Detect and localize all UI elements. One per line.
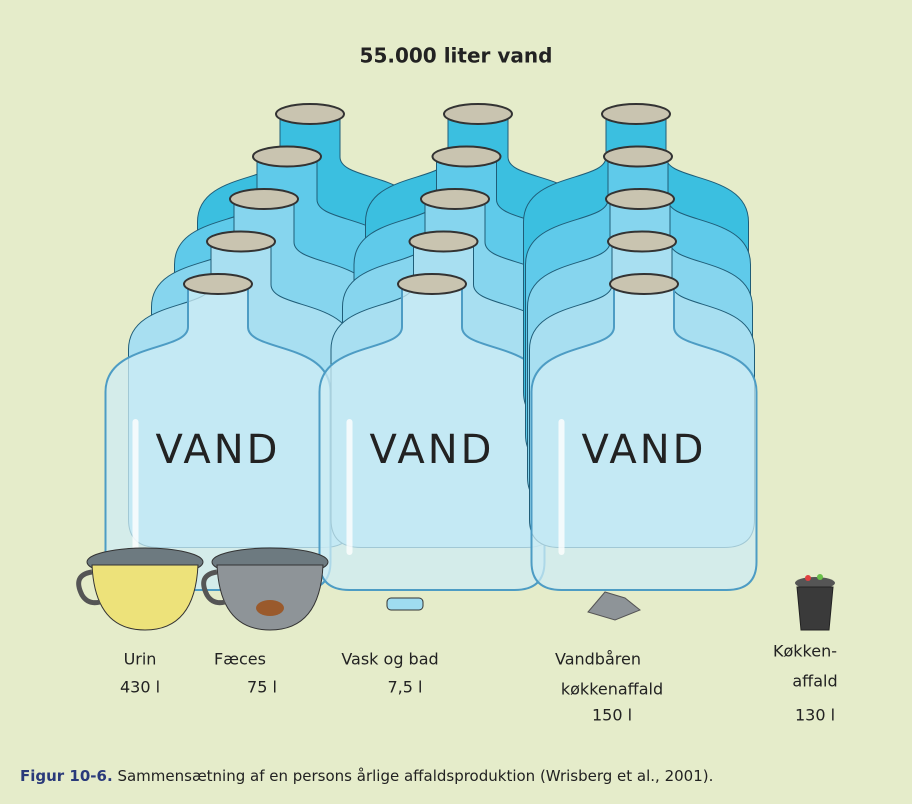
- bottle-cap: [421, 189, 489, 209]
- caption: Figur 10-6. Sammensætning af en persons …: [20, 767, 713, 785]
- item-name: Vandbåren: [555, 650, 641, 669]
- bottle-cap: [610, 274, 678, 294]
- bottle-cap: [608, 232, 676, 252]
- bottle-label: VAND: [156, 427, 281, 473]
- bottle-cap: [433, 147, 501, 167]
- figure: 55.000 liter vand VAND VAND VAND Urin 430 l…: [0, 0, 912, 804]
- bottle-cap: [230, 189, 298, 209]
- faeces: [256, 600, 284, 616]
- bottle-cap: [604, 147, 672, 167]
- trash-can: [797, 587, 833, 630]
- bottle-label: VAND: [370, 427, 495, 473]
- bathtub: [387, 598, 423, 610]
- bottle-cap: [606, 189, 674, 209]
- caption-text: Sammensætning af en persons årlige affal…: [117, 767, 713, 785]
- item-name: Vask og bad: [341, 650, 438, 669]
- item-name: Fæces: [214, 650, 266, 669]
- bottle-cap: [398, 274, 466, 294]
- item-name: Køkken-: [773, 642, 837, 661]
- bottle-cap: [444, 104, 512, 124]
- item-amount: 430 l: [120, 678, 160, 697]
- caption-label: Figur 10-6.: [20, 767, 113, 785]
- bottle-cap: [253, 147, 321, 167]
- item-amount: 130 l: [795, 706, 835, 725]
- item-name: Urin: [124, 650, 157, 669]
- item-amount: 75 l: [247, 678, 277, 697]
- title: 55.000 liter vand: [360, 44, 553, 68]
- trash-item: [805, 575, 811, 581]
- bottle-cap: [207, 232, 275, 252]
- item-amount: 150 l: [592, 706, 632, 725]
- bottle-label: VAND: [582, 427, 707, 473]
- item-name: køkkenaffald: [561, 680, 663, 699]
- item-amount: 7,5 l: [388, 678, 423, 697]
- bottle-cap: [602, 104, 670, 124]
- item-name: affald: [792, 672, 837, 691]
- bottle-cap: [410, 232, 478, 252]
- bottle-cap: [184, 274, 252, 294]
- bottle-cap: [276, 104, 344, 124]
- trash-item: [817, 574, 823, 580]
